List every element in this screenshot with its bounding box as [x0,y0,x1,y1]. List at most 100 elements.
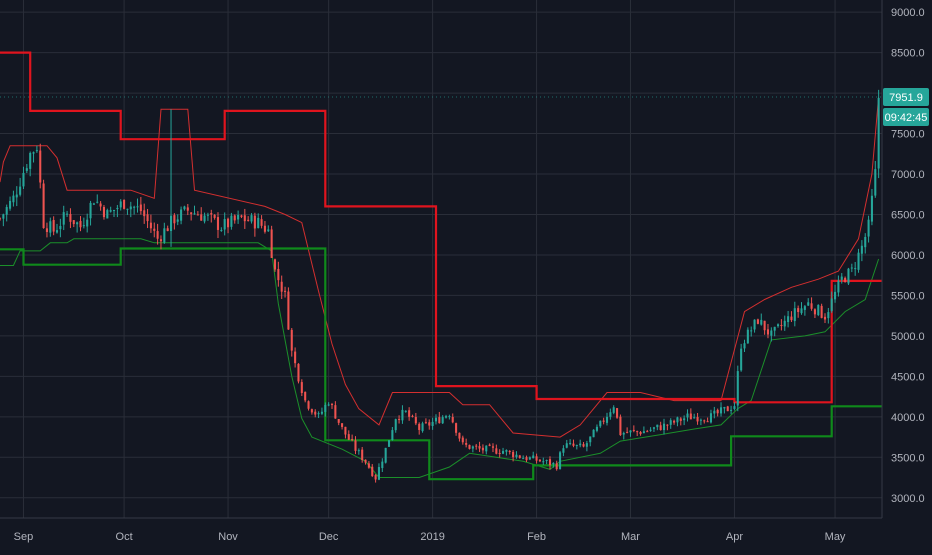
outer-upper-band [0,51,882,404]
candle-body [736,371,739,406]
candle-body [646,431,649,433]
candle-body [867,219,870,237]
candle-body [847,268,850,284]
candle-body [793,308,796,322]
x-tick-label: Oct [116,531,133,543]
candle-body [756,319,759,324]
candle-body [116,207,119,210]
candle-body [471,446,474,449]
candle-body [227,218,230,228]
candle-body [626,431,629,433]
candle-body [609,412,612,417]
candle-body [706,421,709,423]
candle-body [310,409,313,413]
candle-body [166,228,169,232]
candle-body [813,309,816,315]
candle-body [374,475,377,480]
x-tick-label: Mar [621,531,640,543]
candle-body [304,391,307,401]
candle-body [96,201,99,203]
candle-body [632,429,635,431]
candle-body [605,416,609,423]
candle-body [548,459,552,466]
candle-body [62,212,65,225]
candle-body [414,417,417,424]
candle-body [267,229,270,232]
candle-body [579,443,582,446]
candle-body [327,404,330,406]
candle-body [72,220,75,225]
candle-body [320,411,323,414]
candle-body [294,351,297,364]
candle-body [424,422,427,424]
candle-body [783,320,786,327]
candle-body [223,219,226,230]
x-tick-label: Sep [14,531,34,543]
candle-body [612,407,615,413]
countdown-label: 09:42:45 [885,112,928,124]
label-layer: 7951.9 09:42:45 [0,87,929,126]
y-tick-label: 4500.0 [891,371,925,383]
candle-body [498,453,501,455]
candle-body [582,444,585,447]
candle-body [763,320,766,331]
candle-body [421,423,424,432]
candle-body [820,305,823,318]
candle-body [5,207,8,215]
candle-body [857,252,860,270]
candle-body [874,169,877,196]
candle-body [773,326,776,331]
candle-body [458,432,461,439]
candle-body [535,456,538,461]
candle-body [740,348,743,371]
candle-body [42,183,45,229]
candle-body [136,206,139,208]
candle-body [76,222,79,225]
candle-body [837,280,840,293]
candle-body [870,195,873,222]
y-tick-label: 6000.0 [891,250,925,262]
outer-lower-band [0,247,882,481]
candle-body [823,316,827,320]
candle-body [683,418,686,421]
candle-body [662,423,666,431]
candle-body [237,214,240,220]
candle-body [659,425,662,431]
candle-body [639,432,642,435]
candle-body [377,467,380,480]
candle-body [589,436,592,443]
candle-body [25,168,28,171]
candle-body [572,443,575,446]
candle-body [334,405,337,419]
x-tick-label: Dec [319,531,339,543]
candle-body [669,420,672,425]
candle-body [532,455,535,459]
candle-body [760,319,763,325]
candle-body [817,304,820,316]
candle-body [803,306,806,310]
candle-body [200,214,203,221]
candle-body [518,455,521,458]
candle-body [830,298,833,312]
candle-body [39,150,42,183]
candle-body [696,417,699,422]
candle-body [545,459,548,461]
candle-body [324,404,327,412]
candle-body [844,277,847,283]
candle-body [277,268,280,281]
candle-body [153,228,156,231]
candle-body [15,194,18,198]
candle-body [284,290,287,292]
y-tick-label: 5000.0 [891,331,925,343]
candle-body [559,452,562,470]
candle-body [555,463,558,470]
candle-body [719,407,723,414]
last-price-label: 7951.9 [889,92,923,104]
candle-body [126,208,129,210]
candle-body [190,212,193,215]
x-tick-label: Apr [726,531,743,543]
candle-body [753,319,756,330]
candle-body [743,343,746,349]
